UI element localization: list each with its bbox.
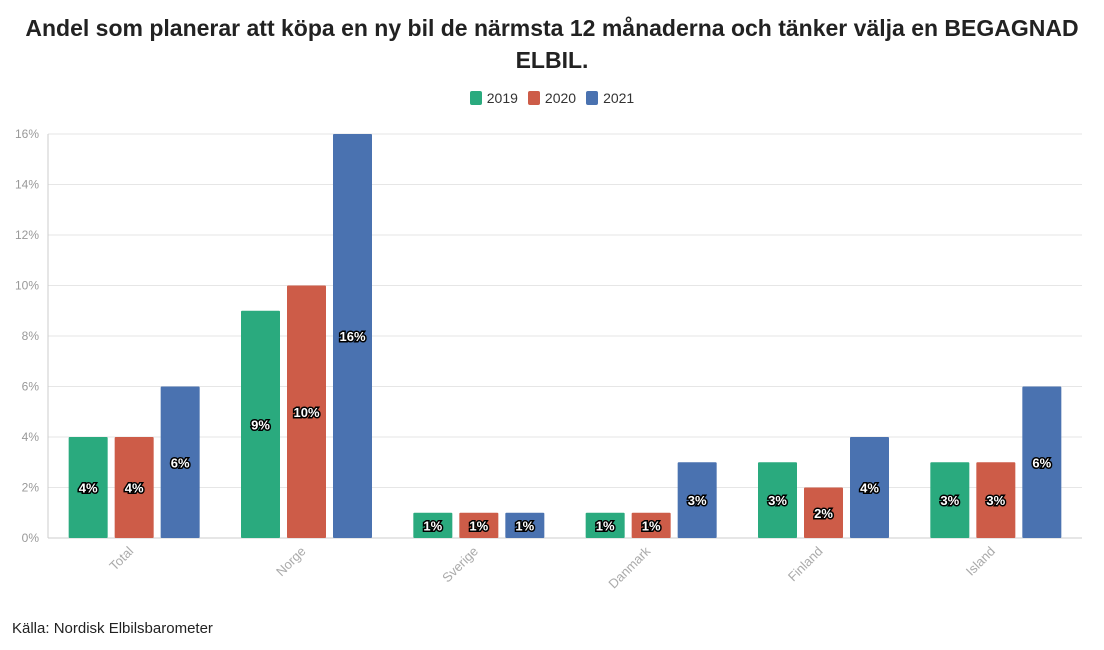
y-tick-label: 2% — [22, 481, 40, 495]
bar — [287, 285, 326, 538]
data-label: 1% — [596, 518, 615, 533]
data-label: 4% — [860, 481, 879, 496]
bar — [677, 462, 717, 538]
bar — [68, 437, 108, 538]
y-tick-label: 4% — [22, 430, 40, 444]
y-tick-label: 8% — [22, 329, 40, 343]
bar — [631, 512, 671, 538]
bar — [160, 386, 200, 538]
x-category-label: Norge — [273, 544, 309, 580]
data-label: 3% — [768, 493, 787, 508]
x-category-label: Sverige — [439, 544, 481, 586]
bar — [241, 310, 280, 538]
bar — [1022, 386, 1062, 538]
y-tick-label: 16% — [15, 127, 39, 141]
legend-item-2019[interactable]: 2019 — [469, 90, 518, 106]
bar — [930, 462, 970, 538]
data-label: 3% — [940, 493, 959, 508]
x-category-label: Total — [106, 543, 136, 573]
source-note: Källa: Nordisk Elbilsbarometer — [12, 620, 213, 637]
legend-label-2019: 2019 — [486, 90, 518, 106]
data-label: 1% — [469, 518, 488, 533]
bar — [459, 512, 499, 538]
bar — [585, 512, 625, 538]
legend-item-2021[interactable]: 2021 — [586, 90, 634, 106]
legend-label-2020: 2020 — [544, 90, 577, 106]
x-category-label: Finland — [785, 544, 826, 585]
y-tick-label: 10% — [15, 279, 39, 293]
legend-label-2021: 2021 — [603, 90, 635, 106]
data-label: 3% — [986, 493, 1005, 508]
legend: 2019 2020 2021 — [0, 90, 1104, 106]
legend-swatch-2019 — [469, 91, 482, 105]
data-label: 9% — [251, 417, 270, 432]
y-tick-label: 12% — [15, 228, 39, 242]
data-label: 3% — [688, 493, 707, 508]
data-label: 6% — [171, 455, 190, 470]
chart-title: Andel som planerar att köpa en ny bil de… — [25, 15, 1079, 73]
y-tick-label: 0% — [22, 531, 40, 545]
x-category-label: Island — [963, 544, 998, 579]
bar — [505, 512, 545, 538]
bar — [114, 437, 154, 538]
bar — [850, 437, 889, 538]
data-label: 1% — [515, 518, 534, 533]
data-label: 4% — [125, 481, 144, 496]
y-tick-label: 14% — [15, 178, 39, 192]
legend-item-2020[interactable]: 2020 — [527, 90, 577, 106]
data-label: 4% — [79, 481, 98, 496]
bar — [333, 134, 372, 538]
data-label: 16% — [339, 329, 365, 344]
bar — [976, 462, 1016, 538]
bar — [413, 512, 453, 538]
legend-swatch-2020 — [527, 91, 540, 105]
data-label: 6% — [1032, 455, 1051, 470]
data-label: 10% — [293, 405, 319, 420]
data-label: 1% — [642, 518, 661, 533]
data-label: 2% — [814, 506, 833, 521]
legend-swatch-2021 — [586, 91, 599, 105]
y-tick-label: 6% — [22, 380, 40, 394]
bar — [758, 462, 797, 538]
data-label: 1% — [423, 518, 442, 533]
x-category-label: Danmark — [605, 543, 653, 591]
bar — [804, 487, 843, 538]
